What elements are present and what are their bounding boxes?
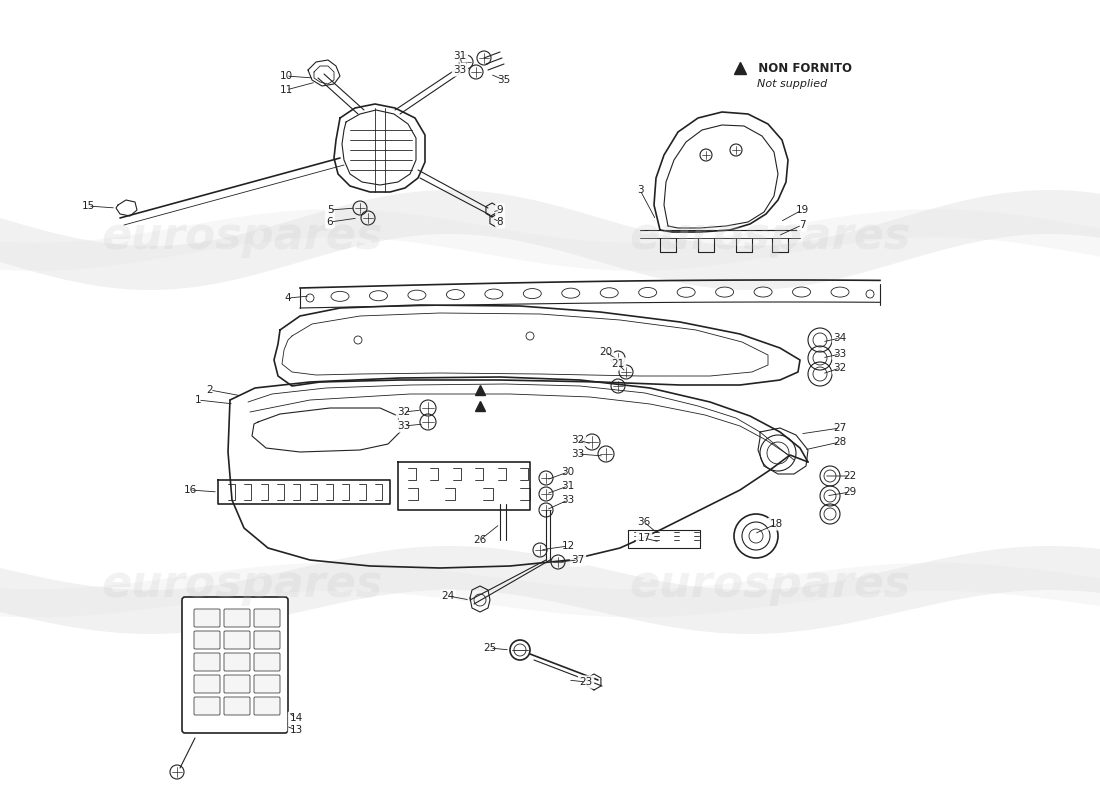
Ellipse shape: [792, 287, 811, 297]
Text: 28: 28: [834, 437, 847, 447]
FancyBboxPatch shape: [254, 653, 280, 671]
Text: 32: 32: [834, 363, 847, 373]
FancyBboxPatch shape: [224, 631, 250, 649]
Text: 26: 26: [473, 535, 486, 545]
Text: 11: 11: [279, 85, 293, 95]
FancyBboxPatch shape: [224, 653, 250, 671]
FancyBboxPatch shape: [194, 631, 220, 649]
FancyBboxPatch shape: [254, 609, 280, 627]
Text: 16: 16: [184, 485, 197, 495]
FancyBboxPatch shape: [224, 609, 250, 627]
Ellipse shape: [485, 289, 503, 299]
Ellipse shape: [408, 290, 426, 300]
Ellipse shape: [524, 289, 541, 298]
Text: 9: 9: [497, 205, 504, 215]
FancyBboxPatch shape: [224, 675, 250, 693]
Text: 3: 3: [637, 185, 644, 195]
Text: 29: 29: [844, 487, 857, 497]
Ellipse shape: [639, 287, 657, 298]
Text: 2: 2: [207, 385, 213, 395]
Ellipse shape: [678, 287, 695, 298]
Text: 25: 25: [483, 643, 496, 653]
Text: 27: 27: [834, 423, 847, 433]
FancyBboxPatch shape: [194, 697, 220, 715]
FancyBboxPatch shape: [254, 675, 280, 693]
Text: 13: 13: [289, 725, 302, 735]
Ellipse shape: [830, 287, 849, 297]
Ellipse shape: [562, 288, 580, 298]
Text: 33: 33: [561, 495, 574, 505]
Text: 15: 15: [81, 201, 95, 211]
Text: 33: 33: [834, 349, 847, 359]
Text: 34: 34: [834, 333, 847, 343]
Text: 33: 33: [397, 421, 410, 431]
Text: 18: 18: [769, 519, 782, 529]
FancyBboxPatch shape: [224, 697, 250, 715]
Text: 31: 31: [453, 51, 466, 61]
Ellipse shape: [447, 290, 464, 299]
Ellipse shape: [755, 287, 772, 297]
Text: 23: 23: [580, 677, 593, 687]
Text: 4: 4: [285, 293, 292, 303]
Text: 31: 31: [561, 481, 574, 491]
Ellipse shape: [331, 291, 349, 302]
Text: 17: 17: [637, 533, 650, 543]
Text: 5: 5: [327, 205, 333, 215]
Text: 7: 7: [799, 220, 805, 230]
Text: 20: 20: [600, 347, 613, 357]
Text: 1: 1: [195, 395, 201, 405]
Text: 19: 19: [795, 205, 808, 215]
FancyBboxPatch shape: [254, 631, 280, 649]
FancyBboxPatch shape: [182, 597, 288, 733]
Text: 33: 33: [453, 65, 466, 75]
Text: 21: 21: [612, 359, 625, 369]
Text: 32: 32: [397, 407, 410, 417]
Text: Not supplied: Not supplied: [750, 79, 827, 89]
Text: 8: 8: [497, 217, 504, 227]
Text: 22: 22: [844, 471, 857, 481]
Text: eurospares: eurospares: [101, 562, 383, 606]
Text: 10: 10: [279, 71, 293, 81]
Text: 14: 14: [289, 713, 302, 723]
Text: 24: 24: [441, 591, 454, 601]
Text: 12: 12: [561, 541, 574, 551]
Text: 35: 35: [497, 75, 510, 85]
FancyBboxPatch shape: [194, 675, 220, 693]
Text: eurospares: eurospares: [629, 562, 911, 606]
Text: 37: 37: [571, 555, 584, 565]
Text: 6: 6: [327, 217, 333, 227]
Text: 32: 32: [571, 435, 584, 445]
Text: 33: 33: [571, 449, 584, 459]
Text: eurospares: eurospares: [101, 214, 383, 258]
Ellipse shape: [370, 290, 387, 301]
Text: NON FORNITO: NON FORNITO: [750, 62, 852, 74]
Ellipse shape: [716, 287, 734, 297]
Ellipse shape: [601, 288, 618, 298]
Text: 36: 36: [637, 517, 650, 527]
Text: eurospares: eurospares: [629, 214, 911, 258]
FancyBboxPatch shape: [254, 697, 280, 715]
FancyBboxPatch shape: [194, 653, 220, 671]
Text: 30: 30: [561, 467, 574, 477]
FancyBboxPatch shape: [194, 609, 220, 627]
